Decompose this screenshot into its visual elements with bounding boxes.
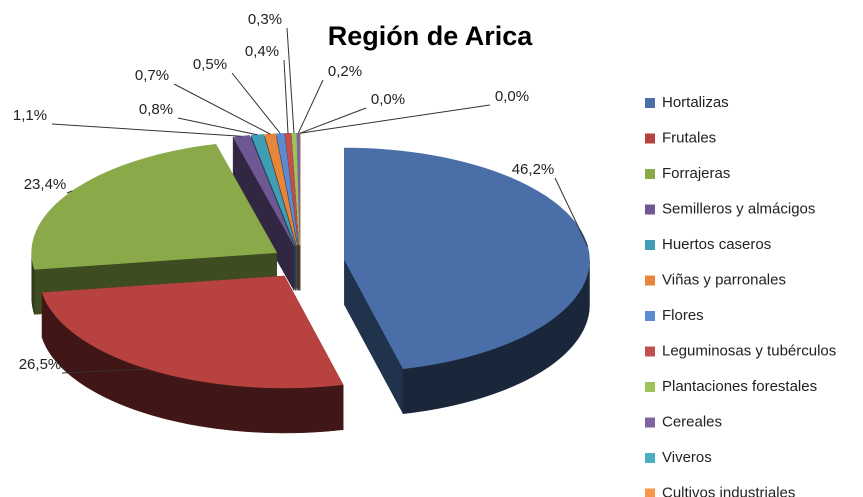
legend-swatch [645, 169, 655, 179]
data-label: 0,3% [248, 11, 282, 28]
legend-label: Huertos caseros [662, 236, 771, 253]
data-label: 0,8% [139, 101, 173, 118]
labels: 46,2% 26,5% 23,4% 1,1% 0,8% 0,7% 0,5% 0,4% 0,3% 0… [13, 11, 589, 374]
legend-label: Cultivos industriales [662, 484, 795, 497]
data-label: 23,4% [24, 176, 67, 193]
leader-line [61, 368, 149, 374]
legend-label: Frutales [662, 129, 716, 146]
legend-label: Plantaciones forestales [662, 378, 817, 395]
legend-label: Semilleros y almácigos [662, 200, 815, 217]
data-label: 0,4% [245, 43, 279, 60]
legend-swatch [645, 382, 655, 392]
data-label: 0,0% [495, 88, 529, 105]
leader-line [299, 107, 367, 134]
data-label: 0,7% [135, 67, 169, 84]
data-label: 26,5% [19, 356, 62, 373]
data-label: 0,5% [193, 56, 227, 73]
data-label: 0,0% [371, 91, 405, 108]
legend-swatch [645, 204, 655, 215]
leader-line [283, 59, 289, 134]
chart-title: Región de Arica [328, 21, 534, 51]
legend-label: Viñas y parronales [662, 271, 786, 288]
leader-line [297, 79, 324, 134]
legend-swatch [645, 98, 655, 108]
legend-label: Hortalizas [662, 94, 729, 111]
legend-swatch [645, 417, 655, 428]
legend-swatch [645, 275, 655, 286]
leader-line [177, 117, 258, 136]
slice [232, 135, 295, 246]
leader-line [66, 190, 73, 194]
leader-line [231, 72, 281, 134]
leader-line [554, 177, 589, 247]
data-label: 1,1% [13, 107, 47, 124]
legend-label: Cereales [662, 413, 722, 430]
slice [31, 143, 278, 270]
legend-label: Flores [662, 307, 704, 324]
slice [250, 134, 296, 246]
legend-swatch [645, 453, 655, 463]
legend-label: Viveros [662, 449, 712, 466]
legend-label: Forrajeras [662, 165, 730, 182]
leader-line [286, 27, 295, 134]
data-label: 0,2% [328, 63, 362, 80]
leader-line [51, 123, 242, 137]
legend-swatch [645, 240, 655, 250]
legend-swatch [645, 311, 655, 321]
legend-swatch [645, 346, 655, 357]
data-label: 46,2% [512, 161, 555, 178]
leader-line [173, 83, 271, 135]
leader-line [299, 104, 491, 134]
legend: Hortalizas Frutales Forrajeras Semilleros y… [645, 94, 836, 497]
legend-swatch [645, 488, 655, 497]
legend-label: Leguminosas y tubérculos [662, 342, 836, 359]
legend-swatch [645, 133, 655, 144]
pie [31, 132, 590, 434]
